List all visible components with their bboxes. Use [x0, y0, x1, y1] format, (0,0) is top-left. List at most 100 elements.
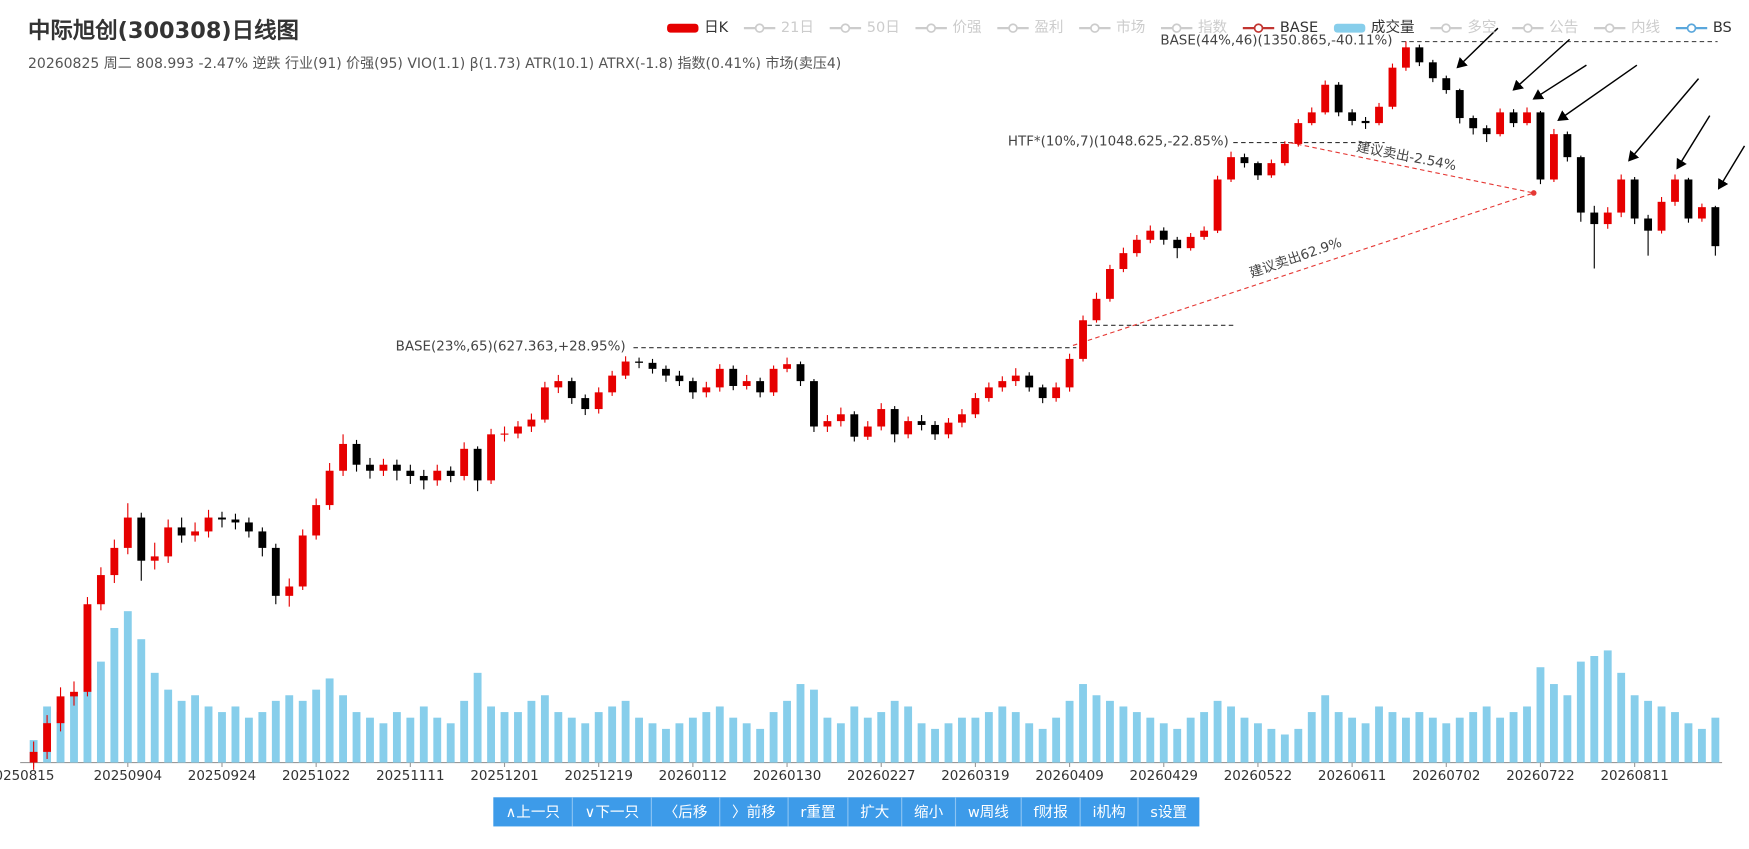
arrow [1676, 115, 1711, 170]
toolbar-button[interactable]: ∨下一只 [571, 797, 639, 827]
candle-body [1254, 163, 1262, 176]
legend-swatch[interactable] [754, 23, 765, 33]
volume-bar [1146, 717, 1155, 763]
button-label[interactable]: s设置 [1150, 804, 1187, 821]
candle-body [1697, 207, 1706, 219]
volume-bar [783, 700, 791, 763]
volume-bar [688, 717, 697, 763]
volume-bar [1254, 723, 1262, 763]
legend-swatch[interactable] [1253, 23, 1264, 33]
candle-body [204, 517, 213, 532]
volume-bar [958, 717, 966, 763]
candle-body [756, 381, 765, 393]
legend-swatch[interactable] [1090, 23, 1100, 33]
legend-label[interactable]: BS [1713, 19, 1732, 36]
legend-swatch[interactable] [1686, 23, 1697, 33]
toolbar-button[interactable]: 扩大 [847, 797, 889, 827]
legend-label[interactable]: 指数 [1198, 19, 1228, 36]
candle-body [325, 470, 334, 506]
legend-label[interactable]: 50日 [867, 19, 900, 36]
button-label[interactable]: i机构 [1092, 804, 1125, 821]
volume-bar [1630, 695, 1639, 763]
x-tick-label: 20251022 [282, 769, 350, 784]
legend-swatch[interactable] [926, 23, 936, 33]
volume-bar [1482, 706, 1491, 763]
candle-body [742, 381, 751, 386]
legend-swatch[interactable] [1523, 23, 1533, 33]
volume-bar [540, 695, 549, 763]
toolbar-button[interactable]: 〈后移 [650, 797, 708, 827]
button-label[interactable]: 缩小 [914, 804, 944, 821]
toolbar-button[interactable]: ∧上一只 [506, 804, 560, 821]
candle-body [473, 448, 482, 481]
volume-bar [1079, 684, 1087, 763]
legend-label[interactable]: 价强 [952, 19, 982, 36]
candle-body [1280, 143, 1289, 164]
candle-body [1213, 179, 1222, 231]
x-tick-label: 20260130 [753, 769, 821, 784]
candle-body [836, 414, 845, 422]
legend-label[interactable]: 日K [704, 19, 729, 36]
volume-bar [1671, 712, 1679, 763]
button-label[interactable]: w周线 [968, 804, 1009, 821]
legend-swatch[interactable] [1171, 23, 1182, 33]
volume-bar [96, 661, 105, 763]
legend-swatch[interactable] [1604, 23, 1615, 33]
toolbar-button[interactable]: 缩小 [901, 797, 944, 827]
candle-body [890, 409, 899, 435]
candle-body [1402, 47, 1410, 68]
candle-body [43, 723, 52, 752]
legend-swatch[interactable] [1441, 23, 1451, 33]
button-label[interactable]: 扩大 [860, 804, 889, 821]
volume-bar [379, 723, 388, 763]
candle-body [958, 414, 966, 423]
legend-label[interactable]: 公告 [1549, 19, 1578, 36]
button-label[interactable]: r重置 [800, 804, 835, 821]
candle-body [406, 470, 415, 476]
candle-body [433, 470, 442, 481]
toolbar-button[interactable]: r重置 [787, 797, 836, 827]
legend-label[interactable]: BASE [1280, 19, 1318, 36]
candle-body [1523, 112, 1531, 124]
toolbar-button[interactable]: f财报 [1020, 797, 1069, 827]
volume-bar [823, 717, 832, 763]
legend-swatch[interactable] [667, 23, 699, 33]
candle-body [1469, 118, 1478, 129]
legend-swatch[interactable] [1008, 23, 1018, 33]
button-label[interactable]: 〈后移 [664, 804, 708, 821]
sell-line [1289, 141, 1534, 194]
x-tick-label: 20260227 [847, 769, 915, 784]
button-label[interactable]: f财报 [1034, 804, 1069, 821]
legend-label[interactable]: 21日 [781, 19, 814, 36]
volume-bar [594, 712, 603, 763]
candle-body [419, 475, 428, 481]
volume-bar [56, 712, 65, 763]
volume-bar [877, 712, 886, 763]
x-tick-label: 20260611 [1318, 769, 1386, 784]
candle-body [1617, 179, 1626, 213]
toolbar-button[interactable]: s设置 [1137, 797, 1187, 827]
legend-swatch[interactable] [1333, 23, 1366, 33]
button-label[interactable]: 〉前移 [732, 804, 776, 821]
button-label[interactable]: ∧上一只 [506, 804, 560, 821]
legend-label[interactable]: 多空 [1467, 19, 1496, 36]
volume-bar [1711, 717, 1720, 763]
legend-swatch[interactable] [840, 23, 851, 33]
candle-body [1549, 134, 1558, 180]
volume-bar [635, 717, 643, 763]
candle-body [1415, 47, 1424, 63]
volume-bar [487, 706, 495, 763]
legend-label[interactable]: 市场 [1116, 19, 1145, 36]
legend-label[interactable]: 盈利 [1034, 19, 1063, 36]
candle-body [594, 392, 603, 410]
button-label[interactable]: ∨下一只 [585, 804, 639, 821]
toolbar-button[interactable]: w周线 [954, 797, 1009, 827]
toolbar-button[interactable]: 〉前移 [719, 797, 776, 827]
candle-body [1603, 212, 1612, 225]
toolbar-button[interactable]: i机构 [1079, 797, 1126, 827]
volume-bar [137, 639, 146, 763]
legend-label[interactable]: 内线 [1631, 19, 1661, 36]
volume-bar [1011, 712, 1020, 763]
toolbar-bg [493, 797, 1200, 827]
legend-label[interactable]: 成交量 [1371, 18, 1415, 36]
